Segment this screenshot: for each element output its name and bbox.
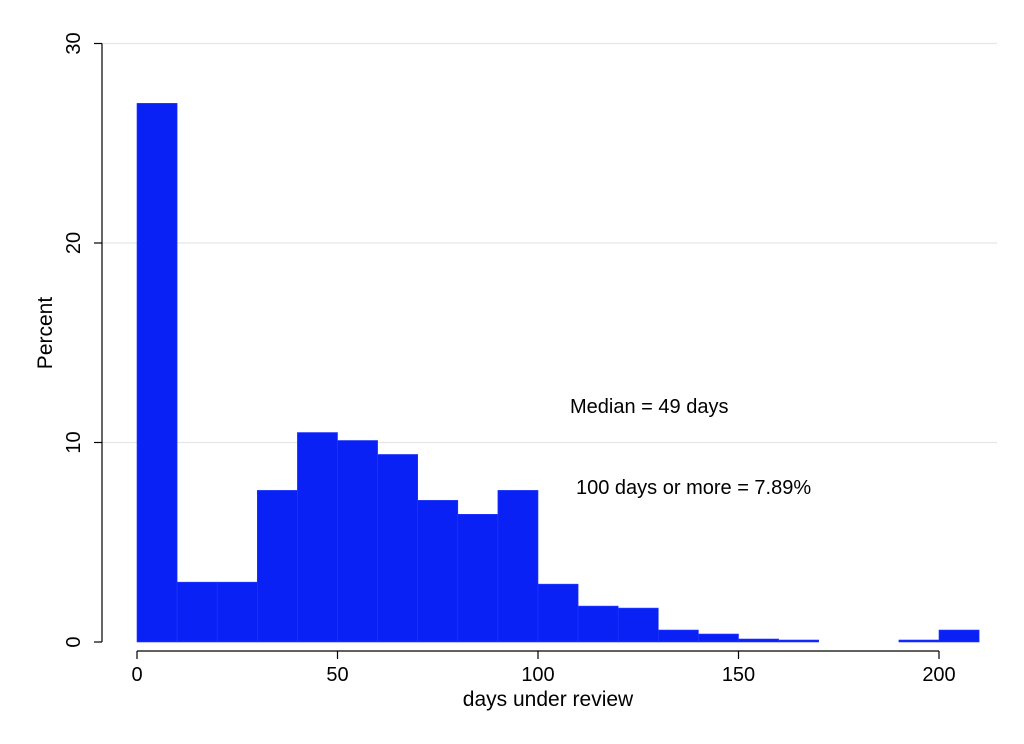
y-axis-title: Percent bbox=[34, 297, 57, 370]
x-tick-label: 200 bbox=[922, 664, 955, 686]
histogram-bar bbox=[337, 440, 378, 643]
histogram-bar bbox=[417, 500, 459, 643]
histogram-bar bbox=[297, 432, 338, 643]
histogram-bar bbox=[537, 583, 579, 643]
long-review-annotation: 100 days or more = 7.89% bbox=[576, 477, 811, 499]
histogram-bar bbox=[216, 581, 258, 643]
x-tick-label: 50 bbox=[326, 664, 348, 686]
median-annotation: Median = 49 days bbox=[570, 396, 728, 418]
histogram-bar bbox=[497, 490, 539, 643]
x-tick-label: 100 bbox=[521, 664, 554, 686]
histogram-bar bbox=[698, 633, 739, 643]
histogram-bar bbox=[577, 605, 619, 643]
histogram-bar bbox=[898, 639, 940, 643]
histogram-bar bbox=[377, 454, 419, 643]
histogram-bar bbox=[176, 581, 218, 643]
histogram-bar bbox=[657, 629, 699, 643]
x-tick-label: 0 bbox=[131, 664, 142, 686]
x-axis-ticks: 0 50 100 150 200 bbox=[131, 651, 956, 686]
y-tick-label: 0 bbox=[63, 636, 85, 647]
y-tick-label: 20 bbox=[63, 232, 85, 254]
y-tick-label: 10 bbox=[63, 431, 85, 453]
y-tick-label: 30 bbox=[63, 32, 85, 54]
x-tick-label: 150 bbox=[722, 664, 755, 686]
histogram-bar bbox=[136, 103, 178, 643]
histogram-bar bbox=[778, 639, 819, 643]
gridlines bbox=[102, 42, 997, 444]
histogram-bar bbox=[738, 638, 779, 643]
bars bbox=[136, 103, 980, 643]
histogram-bar bbox=[457, 514, 499, 643]
histogram-bar bbox=[256, 490, 298, 643]
histogram-bar bbox=[617, 607, 659, 643]
x-axis-title: days under review bbox=[463, 688, 634, 711]
histogram-bar bbox=[938, 629, 980, 643]
y-axis-ticks: 0 10 20 30 bbox=[63, 32, 102, 648]
